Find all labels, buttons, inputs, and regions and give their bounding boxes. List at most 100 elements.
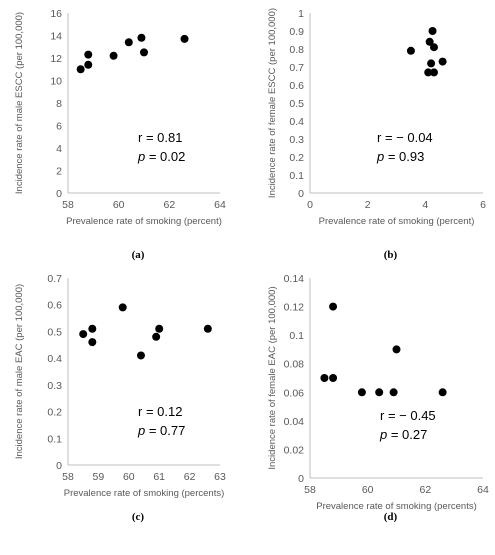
x-tick-label: 6 <box>480 199 486 211</box>
x-tick-label: 61 <box>153 471 165 483</box>
stat-r: r = 0.12 <box>138 404 182 419</box>
stat-p-value: = 0.77 <box>145 423 185 438</box>
x-tick-label: 62 <box>163 199 175 211</box>
data-point <box>124 38 133 47</box>
x-axis-title: Prevalence rate of smoking (percent) <box>319 216 475 227</box>
y-tick-label: 0.14 <box>284 273 305 285</box>
data-point <box>88 324 97 333</box>
y-tick-label: 0.7 <box>289 62 304 74</box>
x-tick-label: 62 <box>184 471 196 483</box>
y-tick-label: 4 <box>56 143 62 155</box>
y-tick-label: 0.8 <box>289 44 304 56</box>
stat-r: r = 0.81 <box>138 130 182 145</box>
panel-c: 58 59 60 61 62 63 0 0.1 0.2 0.3 0.4 0.5 0.6 0.7 Preval… <box>14 273 226 523</box>
stat-p-value: = 0.27 <box>387 427 427 442</box>
data-point <box>136 351 145 360</box>
x-tick-label: 64 <box>214 199 226 211</box>
y-tick-label: 0.4 <box>289 116 304 128</box>
y-tick-label: 0.7 <box>47 273 62 285</box>
data-point <box>329 374 338 382</box>
stat-p-letter: p <box>376 149 384 164</box>
x-tick-label: 62 <box>419 484 431 496</box>
data-point <box>84 60 93 69</box>
data-point <box>76 65 85 74</box>
y-tick-label: 0.5 <box>289 98 304 110</box>
y-axis-title: Incidence rate of female ESCC (per 100,0… <box>267 8 278 198</box>
x-tick-label: 60 <box>362 484 374 496</box>
panel-d: 58 60 62 64 0 0.02 0.04 0.06 0.08 0.1 0.12 0.14 Prev… <box>267 273 489 523</box>
stat-p: p = 0.27 <box>379 427 427 442</box>
y-tick-label: 1 <box>298 8 304 20</box>
x-axis-title: Prevalence rate of smoking (percents) <box>316 501 477 512</box>
data-point <box>140 48 148 57</box>
y-tick-label: 0.2 <box>289 152 304 164</box>
y-tick-label: 0.6 <box>289 80 304 92</box>
stat-p-letter: p <box>379 427 387 442</box>
data-point <box>88 338 97 347</box>
y-tick-label: 0.3 <box>47 380 62 392</box>
y-tick-label: 0 <box>298 188 304 200</box>
x-tick-label: 2 <box>365 199 371 211</box>
y-tick-label: 0.1 <box>289 170 304 182</box>
y-tick-label: 0 <box>56 460 62 472</box>
stat-r: r = − 0.04 <box>377 130 433 145</box>
data-point <box>429 68 438 77</box>
y-tick-label: 14 <box>50 31 62 43</box>
data-point <box>429 43 438 52</box>
data-point <box>424 68 433 77</box>
y-axis-title: Incidence rate of female EAC (per 100,00… <box>267 286 278 469</box>
x-tick-label: 58 <box>304 484 316 496</box>
panel-a: 58 60 62 64 0 2 4 6 8 10 12 14 16 Prevalence rate of … <box>14 8 226 261</box>
y-tick-label: 12 <box>50 53 62 65</box>
panel-label: (d) <box>384 511 398 523</box>
data-point <box>137 33 146 42</box>
y-tick-label: 0 <box>298 473 304 485</box>
y-tick-label: 0.08 <box>284 359 305 371</box>
y-tick-label: 0.1 <box>47 433 62 445</box>
data-point <box>320 374 329 382</box>
data-point <box>84 50 93 59</box>
y-tick-label: 0.1 <box>289 330 304 342</box>
x-tick-label: 4 <box>422 199 428 211</box>
data-point <box>180 34 189 43</box>
y-tick-label: 16 <box>50 8 62 20</box>
x-tick-label: 60 <box>123 471 135 483</box>
y-axis-title: Incidence rate of male ESCC (per 100,000… <box>14 12 25 194</box>
data-point <box>375 388 384 397</box>
y-tick-label: 0.04 <box>284 416 305 428</box>
data-point <box>389 388 398 397</box>
stat-p: p = 0.77 <box>137 423 185 438</box>
data-point <box>152 332 161 341</box>
panel-label: (a) <box>132 249 145 261</box>
x-tick-label: 58 <box>62 471 74 483</box>
x-tick-label: 63 <box>214 471 226 483</box>
y-tick-label: 0.06 <box>284 387 305 399</box>
panel-b: 0 2 4 6 0 0.1 0.2 0.3 0.4 0.5 0.6 0.7 0.8 0.9 1 Prevale… <box>267 8 486 261</box>
x-tick-label: 58 <box>62 199 74 211</box>
data-point <box>357 388 366 397</box>
data-point <box>425 37 434 46</box>
y-tick-label: 0.5 <box>47 326 62 338</box>
data-point <box>155 324 164 333</box>
stat-p: p = 0.93 <box>376 149 424 164</box>
y-tick-label: 6 <box>56 121 62 133</box>
y-tick-label: 0.02 <box>284 444 305 456</box>
data-point <box>203 324 212 333</box>
data-point <box>109 51 118 60</box>
x-axis-title: Prevalence rate of smoking (percent) <box>66 216 222 227</box>
y-tick-label: 0.12 <box>284 302 305 314</box>
y-tick-label: 0.4 <box>47 353 62 365</box>
stat-p-value: = 0.02 <box>145 149 185 164</box>
data-point <box>427 59 436 68</box>
y-tick-label: 0.2 <box>47 407 62 419</box>
data-point <box>438 388 447 397</box>
data-point <box>406 46 415 55</box>
x-tick-label: 59 <box>93 471 105 483</box>
data-point <box>438 57 447 66</box>
panel-label: (b) <box>384 249 398 261</box>
data-point <box>118 303 127 312</box>
y-tick-label: 0.9 <box>289 26 304 38</box>
stat-r: r = − 0.45 <box>380 408 436 423</box>
